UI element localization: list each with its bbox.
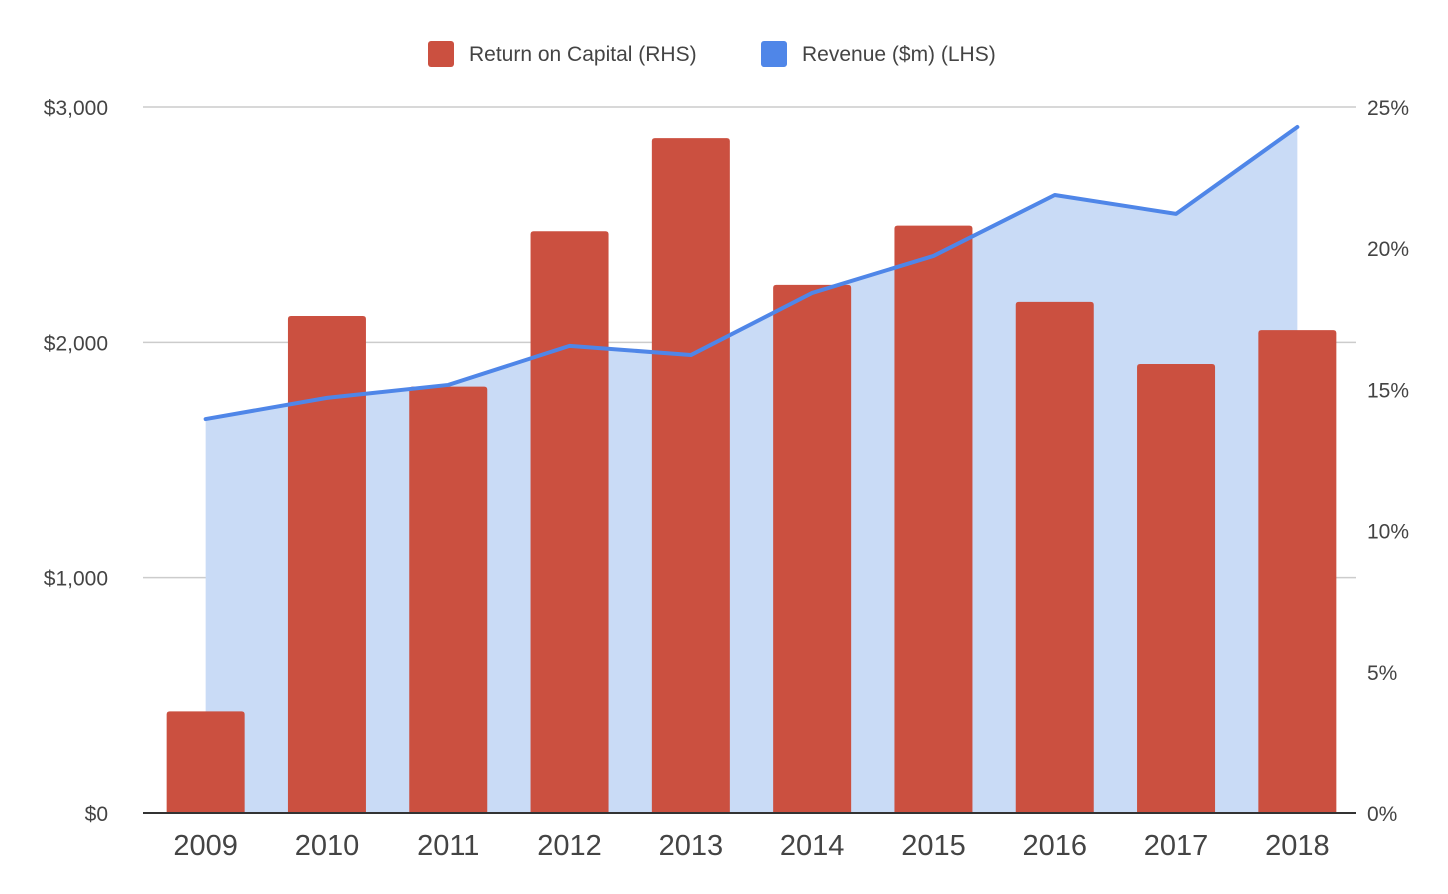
right-tick-label: 20% [1367,238,1409,261]
bar-2012 [530,231,609,814]
bar-2014 [773,284,852,813]
x-tick-label: 2010 [295,830,360,862]
x-tick-label: 2013 [659,830,724,862]
x-tick-label: 2009 [173,830,238,862]
x-tick-label: 2012 [537,830,602,862]
revenue-line-series [203,125,1300,422]
right-tick-label: 5% [1367,662,1397,685]
left-tick-label: $0 [85,803,108,826]
bar-2016 [1015,301,1094,813]
x-tick-label: 2017 [1144,830,1209,862]
bar-2017 [1137,363,1216,813]
x-tick-label: 2016 [1022,830,1087,862]
left-y-axis: $0 $1,000 $2,000 $3,000 [44,97,108,826]
revenue-area-series [205,127,1298,813]
revenue-line [203,125,1300,422]
left-tick-label: $2,000 [44,332,108,355]
bar-2013 [651,138,730,814]
left-tick-label: $3,000 [44,97,108,120]
right-tick-label: 0% [1367,803,1397,826]
x-axis: 2009 2010 2011 2012 2013 2014 2015 2016 2017 2018 [173,830,1329,862]
revenue-area-fill [205,127,1298,813]
return-on-capital-bars [166,138,1337,814]
bar-2011 [409,386,488,813]
x-tick-label: 2015 [901,830,966,862]
legend: Return on Capital (RHS) Revenue ($m) (LH… [428,41,996,67]
bar-2010 [287,315,366,813]
x-tick-label: 2018 [1265,830,1330,862]
left-tick-label: $1,000 [44,568,108,591]
legend-label-revenue: Revenue ($m) (LHS) [802,43,996,66]
legend-swatch-revenue [761,41,787,67]
right-tick-label: 10% [1367,521,1409,544]
legend-swatch-return-on-capital [428,41,454,67]
x-tick-label: 2011 [417,830,479,862]
right-y-axis: 0% 5% 10% 15% 20% 25% [1367,97,1409,826]
legend-label-return-on-capital: Return on Capital (RHS) [469,43,697,66]
bar-2009 [166,711,245,813]
right-tick-label: 25% [1367,97,1409,120]
x-tick-label: 2014 [780,830,845,862]
bar-2018 [1258,330,1337,813]
right-tick-label: 15% [1367,379,1409,402]
bar-2015 [894,225,973,813]
